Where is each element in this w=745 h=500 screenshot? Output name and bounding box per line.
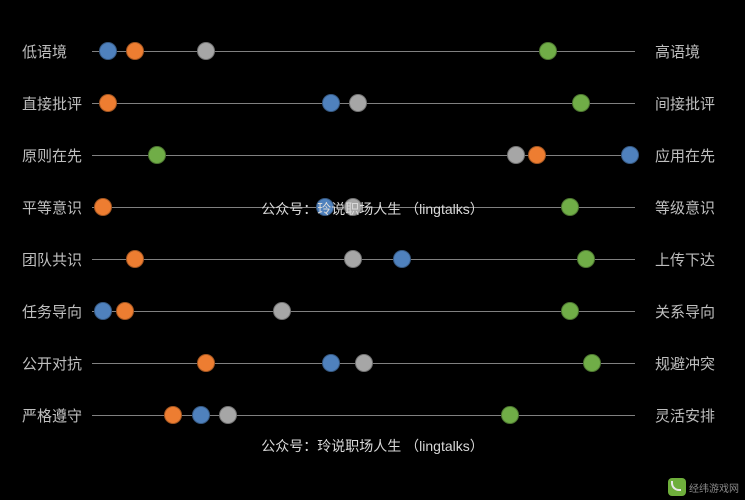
data-dot xyxy=(393,250,411,268)
track xyxy=(92,129,635,181)
data-dot xyxy=(539,42,557,60)
data-dot xyxy=(192,406,210,424)
right-label: 上传下达 xyxy=(635,249,745,270)
data-dot xyxy=(501,406,519,424)
data-dot xyxy=(273,302,291,320)
left-label: 低语境 xyxy=(0,41,92,62)
right-label: 高语境 xyxy=(635,41,745,62)
data-dot xyxy=(322,354,340,372)
data-dot xyxy=(94,198,112,216)
right-label: 等级意识 xyxy=(635,197,745,218)
data-dot xyxy=(99,42,117,60)
scale-row: 原则在先 应用在先 xyxy=(0,129,745,181)
caption-text: 公众号：玲说职场人生 （lingtalks） xyxy=(261,436,483,456)
data-dot xyxy=(349,94,367,112)
left-label: 严格遵守 xyxy=(0,405,92,426)
right-label: 关系导向 xyxy=(635,301,745,322)
right-label: 规避冲突 xyxy=(635,353,745,374)
track xyxy=(92,337,635,389)
track xyxy=(92,389,635,441)
data-dot xyxy=(507,146,525,164)
right-label: 间接批评 xyxy=(635,93,745,114)
data-dot xyxy=(583,354,601,372)
data-dot xyxy=(148,146,166,164)
right-label: 灵活安排 xyxy=(635,405,745,426)
data-dot xyxy=(528,146,546,164)
data-dot xyxy=(99,94,117,112)
data-dot xyxy=(219,406,237,424)
track xyxy=(92,77,635,129)
scale-row: 低语境 高语境 xyxy=(0,25,745,77)
data-dot xyxy=(561,302,579,320)
left-label: 公开对抗 xyxy=(0,353,92,374)
left-label: 直接批评 xyxy=(0,93,92,114)
track xyxy=(92,25,635,77)
scale-row: 公开对抗 规避冲突 xyxy=(0,337,745,389)
data-dot xyxy=(572,94,590,112)
right-label: 应用在先 xyxy=(635,145,745,166)
data-dot xyxy=(94,302,112,320)
data-dot xyxy=(197,354,215,372)
watermark-icon xyxy=(668,478,686,496)
scale-row: 团队共识 上传下达 xyxy=(0,233,745,285)
culture-map-chart: 低语境 高语境直接批评 间接批评原则在先 应用在先平等意识 等级意识团队共识 上传下达任务… xyxy=(0,0,745,500)
left-label: 任务导向 xyxy=(0,301,92,322)
data-dot xyxy=(621,146,639,164)
left-label: 原则在先 xyxy=(0,145,92,166)
data-dot xyxy=(344,250,362,268)
left-label: 团队共识 xyxy=(0,249,92,270)
watermark: 经纬游戏网 xyxy=(668,478,739,496)
data-dot xyxy=(164,406,182,424)
watermark-text: 经纬游戏网 xyxy=(689,480,739,495)
data-dot xyxy=(577,250,595,268)
track xyxy=(92,285,635,337)
data-dot xyxy=(355,354,373,372)
track-line xyxy=(92,155,635,156)
track xyxy=(92,233,635,285)
scale-row: 任务导向 关系导向 xyxy=(0,285,745,337)
track-line xyxy=(92,259,635,260)
caption-text: 公众号：玲说职场人生 （lingtalks） xyxy=(261,199,483,219)
data-dot xyxy=(116,302,134,320)
left-label: 平等意识 xyxy=(0,197,92,218)
data-dot xyxy=(126,42,144,60)
data-dot xyxy=(561,198,579,216)
scale-row: 严格遵守 灵活安排 xyxy=(0,389,745,441)
track-line xyxy=(92,311,635,312)
data-dot xyxy=(126,250,144,268)
data-dot xyxy=(197,42,215,60)
data-dot xyxy=(322,94,340,112)
scale-row: 直接批评 间接批评 xyxy=(0,77,745,129)
